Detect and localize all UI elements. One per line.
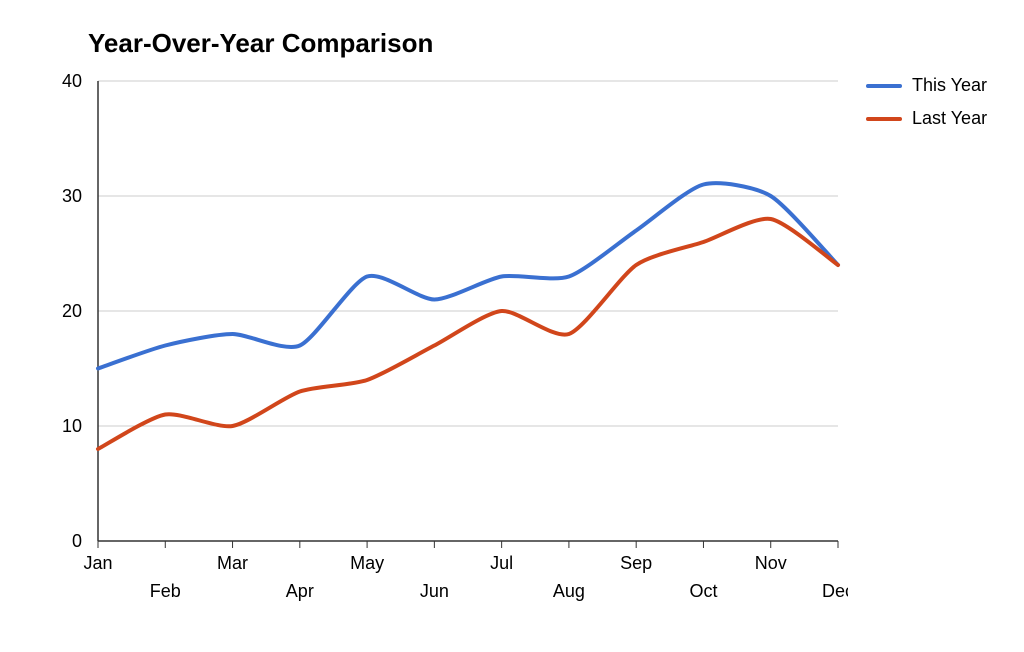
legend-item-this-year: This Year — [866, 75, 987, 96]
svg-text:Oct: Oct — [689, 581, 717, 601]
legend-label-last-year: Last Year — [912, 108, 987, 129]
svg-text:20: 20 — [62, 301, 82, 321]
svg-text:Jul: Jul — [490, 553, 513, 573]
svg-text:May: May — [350, 553, 384, 573]
chart-container: Year-Over-Year Comparison 0 10 20 30 40 Jan Fe… — [0, 0, 1024, 652]
legend-item-last-year: Last Year — [866, 108, 987, 129]
svg-text:Sep: Sep — [620, 553, 652, 573]
svg-text:10: 10 — [62, 416, 82, 436]
legend-swatch-this-year — [866, 84, 902, 88]
svg-text:Jun: Jun — [420, 581, 449, 601]
svg-text:Aug: Aug — [553, 581, 585, 601]
svg-text:Nov: Nov — [755, 553, 787, 573]
legend-label-this-year: This Year — [912, 75, 987, 96]
chart-row: 0 10 20 30 40 Jan Feb Mar Apr May Jun Jul Aug Sep Oct N… — [28, 71, 996, 631]
legend-swatch-last-year — [866, 117, 902, 121]
svg-text:Dec: Dec — [822, 581, 848, 601]
svg-text:Mar: Mar — [217, 553, 248, 573]
svg-text:30: 30 — [62, 186, 82, 206]
svg-text:Apr: Apr — [286, 581, 314, 601]
line-chart: 0 10 20 30 40 Jan Feb Mar Apr May Jun Jul Aug Sep Oct N… — [28, 71, 848, 631]
chart-title: Year-Over-Year Comparison — [88, 28, 996, 59]
svg-text:Feb: Feb — [150, 581, 181, 601]
svg-text:40: 40 — [62, 71, 82, 91]
svg-text:0: 0 — [72, 531, 82, 551]
svg-text:Jan: Jan — [83, 553, 112, 573]
legend: This Year Last Year — [866, 75, 987, 141]
